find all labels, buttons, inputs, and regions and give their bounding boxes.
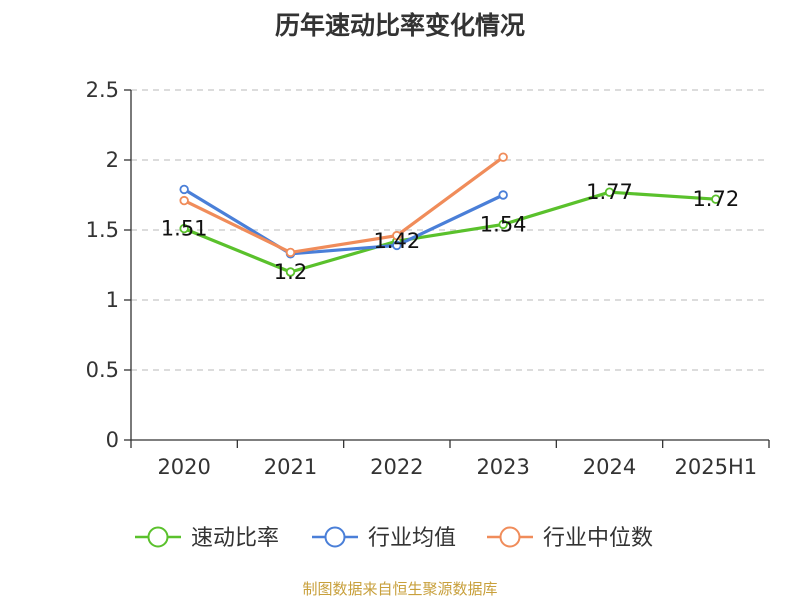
legend-marker: [324, 526, 346, 548]
legend-marker: [499, 526, 521, 548]
legend-label: 速动比率: [191, 526, 279, 551]
data-label: 1.2: [274, 260, 307, 284]
series-line: [183, 190, 716, 274]
data-label: 1.51: [161, 217, 208, 241]
series-line: [183, 188, 504, 256]
x-tick-label: 2021: [264, 455, 317, 479]
data-point: [179, 184, 189, 195]
data-point: [498, 152, 508, 162]
x-tick-label: 2022: [370, 455, 423, 479]
data-label: 1.77: [586, 180, 633, 204]
data-labels: 1.51 1.2 1.42 1.54 1.77 1.72: [161, 180, 739, 284]
data-point: [285, 267, 296, 277]
y-tick-label: 2: [106, 148, 119, 172]
data-point: [498, 219, 508, 230]
data-point: [285, 247, 296, 258]
x-tick-label: 2025H1: [675, 455, 758, 479]
data-label: 1.42: [373, 229, 420, 253]
y-tick-label: 1: [106, 288, 119, 312]
chart-title: 历年速动比率变化情况: [274, 11, 525, 40]
y-tick-label: 1.5: [86, 218, 119, 242]
data-point: [604, 187, 615, 197]
source-note: 制图数据来自恒生聚源数据库: [302, 580, 498, 598]
data-point: [711, 194, 721, 204]
series-layer: [179, 152, 721, 277]
x-tick-label: 2024: [583, 455, 636, 479]
series-line: [183, 155, 505, 254]
x-tick-label: 2020: [157, 455, 210, 479]
data-point: [392, 230, 402, 241]
data-label: 1.72: [692, 187, 739, 211]
y-tick-label: 0.5: [86, 358, 119, 382]
y-tick-label: 2.5: [86, 78, 119, 102]
axes: 0 0.5 1 1.5 2 2.5 2020 2021 2022 2023 2024 2025H1: [86, 78, 770, 479]
data-label: 1.54: [480, 212, 527, 236]
x-tick-label: 2023: [476, 455, 529, 479]
legend: 速动比率 行业均值 行业中位数: [135, 526, 653, 551]
y-tick-label: 0: [106, 428, 119, 452]
legend-label: 行业均值: [368, 526, 456, 551]
data-point: [392, 240, 402, 251]
data-point: [179, 195, 189, 206]
grid-lines: [131, 89, 769, 371]
legend-label: 行业中位数: [543, 526, 653, 551]
legend-marker: [147, 526, 169, 548]
data-point: [498, 190, 508, 200]
data-point: [179, 223, 189, 234]
